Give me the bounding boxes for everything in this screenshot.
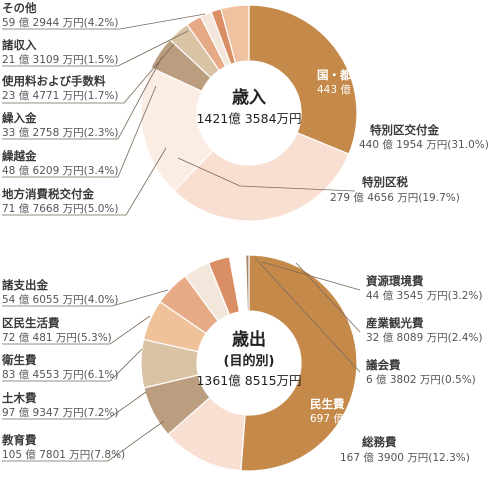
label-name-sonota: その他 xyxy=(2,1,37,15)
label-name-sangyo: 産業観光費 xyxy=(366,316,424,330)
label-name-eisei: 衛生費 xyxy=(1,353,37,367)
label-name-shoshishutsu: 諸支出金 xyxy=(2,278,48,292)
label-value-shoshunyu: 21 億 3109 万円(1.5%) xyxy=(2,53,118,66)
label-name-minsei: 民生費 xyxy=(310,397,345,411)
revenue-donut: 歳入 1421億 3584万円 国・都支出金 443 億 9515 万円(31.… xyxy=(1,1,489,222)
expenditure-leader-line-2 xyxy=(2,348,143,382)
expenditure-leader-line-3 xyxy=(2,391,147,420)
label-name-kurireikin: 繰入金 xyxy=(2,111,37,125)
revenue-leader-line-3 xyxy=(2,56,163,140)
label-name-kuminseikatsu: 区民生活費 xyxy=(2,316,60,330)
revenue-leader-line-0 xyxy=(2,13,206,30)
expenditure-slice-0 xyxy=(240,254,358,472)
label-value-shiyoryo: 23 億 4771 万円(1.7%) xyxy=(2,89,118,102)
label-name-shigen: 資源環境費 xyxy=(366,274,424,288)
expenditure-center-subtitle: (目的別) xyxy=(224,353,275,369)
label-name-shiyoryo: 使用料および手数料 xyxy=(1,74,106,88)
label-name-chihoshohizei: 地方消費税交付金 xyxy=(2,187,94,201)
label-value-eisei: 83 億 4553 万円(6.1%) xyxy=(2,368,118,381)
revenue-leader-line-6 xyxy=(177,157,356,192)
label-value-kyoiku: 105 億 7801 万円(7.8%) xyxy=(2,448,125,461)
label-value-shoshishutsu: 54 億 6055 万円(4.0%) xyxy=(2,293,118,306)
label-value-kokuto: 443 億 9515 万円(31.2%) xyxy=(317,83,447,96)
label-name-tokubetsuku-kofukin: 特別区交付金 xyxy=(370,123,439,137)
label-value-shigen: 44 億 3545 万円(3.2%) xyxy=(366,289,482,302)
label-value-minsei: 697 億 941 万円(51.2%) xyxy=(310,412,433,425)
expenditure-leader-line-0 xyxy=(2,289,169,307)
label-value-chihoshohizei: 71 億 7668 万円(5.0%) xyxy=(2,202,118,215)
expenditure-donut: 歳出 (目的別) 1361億 8515万円 資源環境費 44 億 3545 万円… xyxy=(1,254,482,472)
expenditure-leader-line-1 xyxy=(2,315,151,345)
revenue-slice-0 xyxy=(248,4,358,155)
label-value-sangyo: 32 億 8089 万円(2.4%) xyxy=(366,331,482,344)
label-name-kokuto: 国・都支出金 xyxy=(317,68,386,82)
revenue-slice-8 xyxy=(220,4,250,64)
label-value-kuminseikatsu: 72 億 481 万円(5.3%) xyxy=(2,331,112,344)
expenditure-center-title: 歳出 xyxy=(232,329,266,350)
label-value-tokubetsukuzei: 279 億 4656 万円(19.7%) xyxy=(330,191,460,204)
revenue-slice-1 xyxy=(173,131,350,222)
expenditure-leader-line-4 xyxy=(2,420,165,462)
revenue-leader-line-2 xyxy=(2,43,175,104)
expenditure-slice-9 xyxy=(244,254,250,312)
expenditure-leader-line-5 xyxy=(261,261,361,291)
label-value-kurireikin: 33 億 2758 万円(2.3%) xyxy=(2,126,118,139)
revenue-center-total: 1421億 3584万円 xyxy=(196,111,301,126)
revenue-leader-line-1 xyxy=(2,30,189,67)
revenue-leader-line-4 xyxy=(2,85,157,178)
label-name-somu: 総務費 xyxy=(362,435,397,449)
label-name-tokubetsukuzei: 特別区税 xyxy=(362,175,408,189)
revenue-center-title: 歳入 xyxy=(232,87,266,108)
label-name-kurikoshikin: 繰越金 xyxy=(2,149,37,163)
label-value-gikai: 6 億 3802 万円(0.5%) xyxy=(366,373,476,386)
label-value-kurikoshikin: 48 億 6209 万円(3.4%) xyxy=(2,164,118,177)
label-name-doboku: 土木費 xyxy=(2,391,37,405)
expenditure-leader-line-7 xyxy=(254,257,361,373)
label-name-gikai: 議会費 xyxy=(366,358,401,372)
expenditure-leader-line-6 xyxy=(295,262,361,333)
label-name-shoshunyu: 諸収入 xyxy=(2,38,37,52)
label-value-tokubetsuku-kofukin: 440 億 1954 万円(31.0%) xyxy=(359,138,489,151)
revenue-leader-line-5 xyxy=(2,147,167,216)
label-name-kyoiku: 教育費 xyxy=(1,433,37,447)
label-value-sonota: 59 億 2944 万円(4.2%) xyxy=(2,16,118,29)
label-value-somu: 167 億 3900 万円(12.3%) xyxy=(340,451,470,464)
expenditure-center-total: 1361億 8515万円 xyxy=(196,373,301,388)
label-value-doboku: 97 億 9347 万円(7.2%) xyxy=(2,406,118,419)
